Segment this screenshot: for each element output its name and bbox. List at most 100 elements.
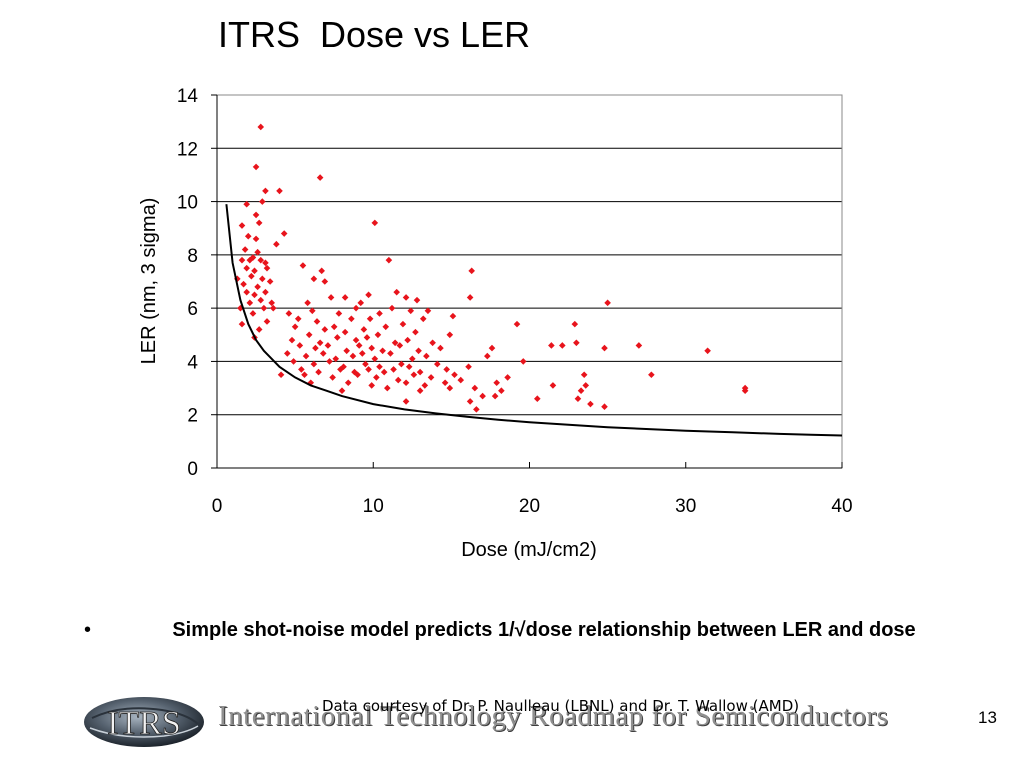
data-point <box>310 275 318 283</box>
data-point <box>280 230 288 237</box>
data-point <box>465 363 472 371</box>
data-point <box>299 262 307 269</box>
data-point <box>246 256 254 264</box>
data-point <box>574 395 582 403</box>
data-point <box>243 288 250 296</box>
data-point <box>252 235 260 243</box>
chart: 0 10 20 30 40 0 2 4 6 8 10 12 14 Dose (mJ/cm2) LER … <box>138 86 853 561</box>
y-axis-tick-labels: 0 2 4 6 8 10 12 14 <box>177 86 199 480</box>
data-point <box>254 248 261 256</box>
data-point <box>313 318 321 325</box>
data-point <box>368 344 375 352</box>
data-point <box>399 320 407 328</box>
x-axis-tick-labels: 0 10 20 30 40 <box>212 496 853 517</box>
data-point <box>429 339 436 347</box>
data-points <box>234 123 749 413</box>
data-point <box>413 296 421 304</box>
data-point <box>376 310 383 317</box>
data-point <box>391 339 399 347</box>
y-tick-label: 10 <box>177 193 198 214</box>
data-point <box>241 246 249 253</box>
data-point <box>365 366 372 373</box>
data-point <box>484 352 491 360</box>
data-point <box>359 350 366 357</box>
data-point <box>263 264 271 272</box>
data-point <box>549 382 557 389</box>
data-point <box>601 403 608 411</box>
data-point <box>355 342 363 349</box>
data-point <box>587 400 594 408</box>
data-point <box>326 358 333 365</box>
data-point <box>273 240 280 248</box>
data-point <box>365 291 372 299</box>
data-point <box>252 211 260 219</box>
data-point <box>249 254 257 261</box>
data-point <box>424 307 432 315</box>
data-point <box>312 344 319 352</box>
data-point <box>294 315 302 323</box>
data-point <box>741 384 749 392</box>
data-point <box>319 350 327 357</box>
data-point <box>416 387 424 395</box>
data-point <box>277 371 285 379</box>
data-point <box>301 371 308 379</box>
data-point <box>285 310 293 317</box>
data-point <box>352 304 360 312</box>
data-point <box>290 358 297 365</box>
data-point <box>321 278 329 285</box>
data-point <box>405 363 413 371</box>
y-tick-label: 0 <box>187 459 198 480</box>
data-point <box>302 352 310 360</box>
data-point <box>238 256 246 264</box>
data-point <box>321 326 329 333</box>
data-point <box>298 366 305 373</box>
data-point <box>304 299 311 307</box>
data-point <box>451 371 458 379</box>
data-point <box>354 371 361 379</box>
chart-axes <box>211 94 843 469</box>
data-point <box>329 374 336 381</box>
data-point <box>330 323 338 331</box>
data-point <box>348 315 355 323</box>
data-point <box>423 352 430 360</box>
data-point <box>519 358 527 365</box>
data-point <box>238 320 246 328</box>
data-point <box>262 288 269 296</box>
data-point <box>244 232 252 240</box>
data-point <box>415 347 422 355</box>
data-point <box>341 294 349 301</box>
y-tick-label: 8 <box>187 246 198 267</box>
data-point <box>412 328 419 336</box>
plot-area-border <box>216 94 843 469</box>
data-point <box>248 272 255 280</box>
data-point <box>704 347 711 355</box>
data-point <box>471 384 479 392</box>
data-point <box>577 387 585 395</box>
data-point <box>580 371 588 379</box>
data-point <box>324 342 332 349</box>
data-credit: Data courtesy of Dr. P. Naulleau (LBNL) … <box>322 697 800 715</box>
data-point <box>410 371 418 379</box>
data-point <box>288 336 296 344</box>
x-tick-label: 0 <box>212 496 223 517</box>
y-tick-label: 4 <box>187 352 198 373</box>
data-point <box>243 200 250 208</box>
data-point <box>457 376 465 384</box>
data-point <box>437 344 444 352</box>
data-point <box>648 371 655 379</box>
data-point <box>371 355 379 363</box>
data-point <box>548 342 555 349</box>
data-point <box>402 398 410 405</box>
data-point <box>344 379 352 387</box>
data-point <box>334 334 341 341</box>
data-point <box>315 368 322 376</box>
data-point <box>504 374 511 381</box>
data-point <box>262 259 269 267</box>
data-point <box>390 366 397 373</box>
itrs-logo: ITRS <box>82 696 206 753</box>
data-point <box>449 312 457 320</box>
data-point <box>260 304 268 312</box>
data-point <box>374 331 382 339</box>
data-point <box>604 299 611 307</box>
data-point <box>380 368 388 376</box>
